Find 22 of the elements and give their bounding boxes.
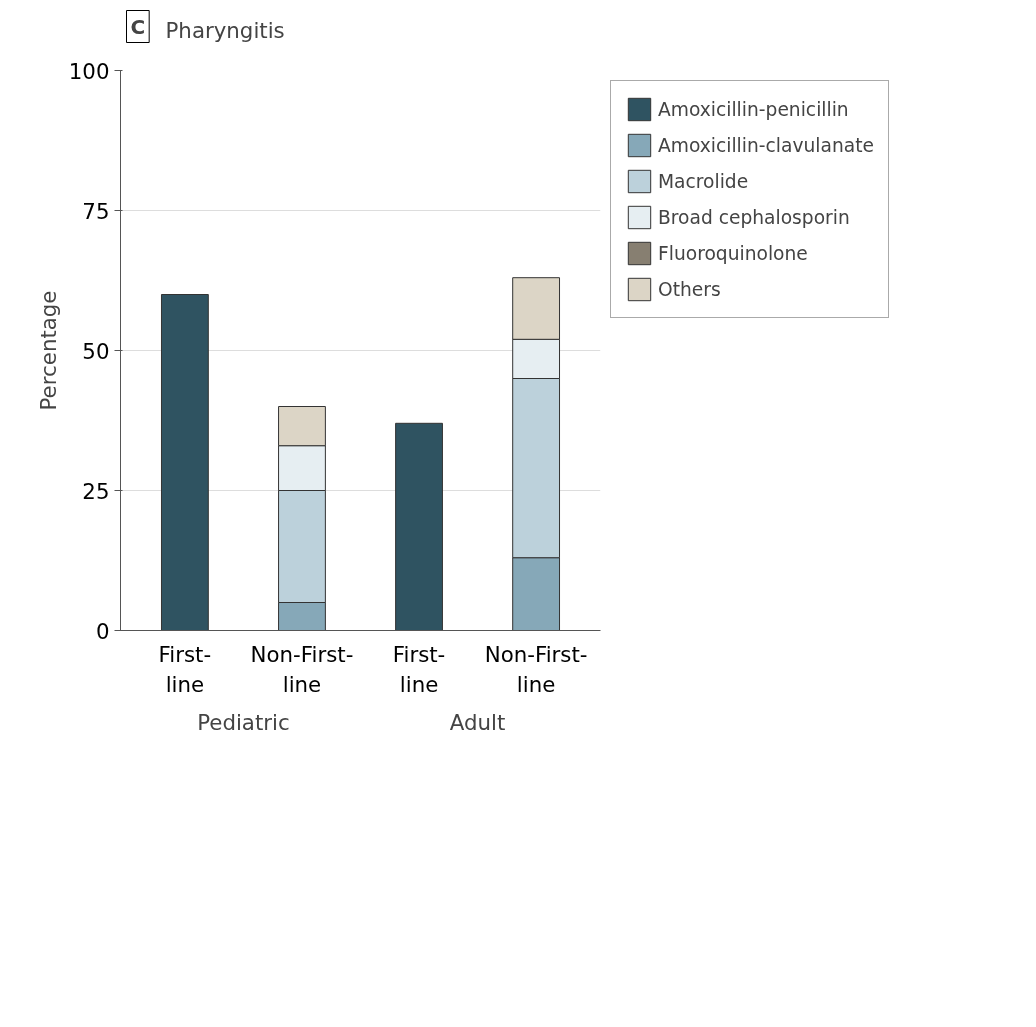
x-tick-label: Non-First-line: [250, 641, 354, 697]
legend-label: Others: [658, 278, 721, 300]
y-tick-label: 50: [82, 338, 110, 364]
text: C: [130, 14, 146, 39]
x-tick-label: First-line: [392, 641, 446, 697]
text: Adult: [449, 709, 506, 735]
legend-label: Macrolide: [658, 170, 749, 192]
legend-label: Amoxicillin-clavulanate: [658, 134, 874, 156]
y-axis-title: Percentage: [35, 290, 61, 411]
bar: [160, 294, 209, 631]
bar: [395, 422, 443, 631]
text: Pediatric: [197, 709, 290, 735]
y-tick-label: 25: [82, 478, 110, 504]
legend-label: Broad cephalosporin: [658, 206, 850, 228]
chart-title: Pharyngitis: [165, 17, 285, 43]
x-tick-label: Non-First-line: [484, 641, 588, 697]
y-tick-label: 0: [95, 618, 110, 644]
x-tick-label: First-line: [158, 641, 212, 697]
y-tick-label: 100: [68, 58, 110, 84]
y-tick-label: 75: [82, 198, 110, 224]
legend-label: Fluoroquinolone: [658, 242, 808, 264]
legend-label: Amoxicillin-penicillin: [658, 98, 849, 120]
